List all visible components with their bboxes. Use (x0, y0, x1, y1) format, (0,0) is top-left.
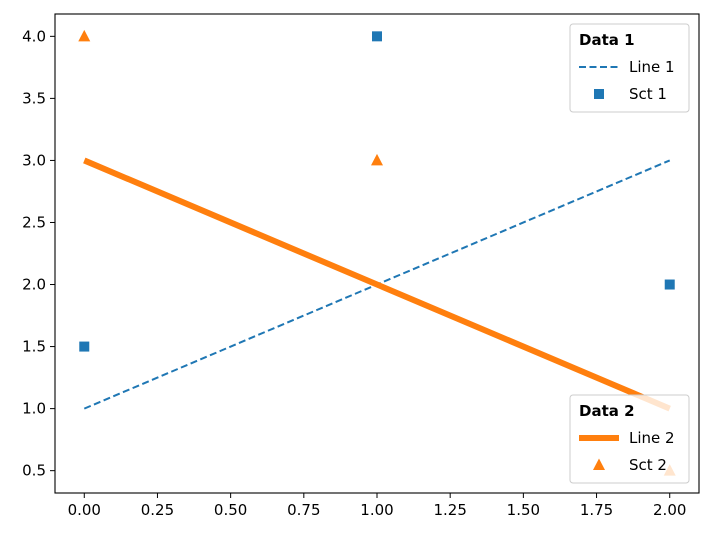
x-tick-label: 1.00 (360, 501, 393, 519)
y-tick-label: 1.0 (22, 400, 46, 418)
y-tick-label: 1.5 (22, 338, 46, 356)
series-line-2 (83, 157, 671, 412)
legend-label: Sct 1 (629, 85, 667, 103)
legend-label: Line 1 (629, 58, 675, 76)
legend-layer: Data 1 Line 1 Sct 1 Data 2 Line 2 Sct 2 (569, 23, 690, 484)
data-point (664, 279, 675, 290)
data-point (371, 153, 383, 166)
y-tick-label: 4.0 (22, 27, 46, 45)
x-tick-label: 1.25 (433, 501, 466, 519)
data-point (372, 31, 382, 42)
x-tick-label: 2.00 (653, 501, 686, 519)
x-tick-label: 0.00 (68, 501, 101, 519)
series-line (83, 157, 671, 412)
legend-marker-swatch (594, 89, 604, 99)
y-tick-label: 3.0 (22, 151, 46, 169)
legend-data-2: Data 2 Line 2 Sct 2 (569, 394, 690, 484)
y-tick-label: 3.5 (22, 89, 46, 107)
x-tick-label: 0.25 (141, 501, 174, 519)
legend-label: Line 2 (629, 429, 675, 447)
y-tick-label: 2.5 (22, 213, 46, 231)
legend-marker-swatch (593, 458, 605, 470)
legend-label: Sct 2 (629, 456, 667, 474)
data-point (79, 341, 90, 352)
data-point (78, 29, 91, 42)
legend-title: Data 1 (579, 31, 635, 49)
series-sct-1 (79, 31, 675, 352)
x-tick-label: 0.75 (287, 501, 320, 519)
y-axis: 0.5 1.0 1.5 2.0 2.5 3.0 3.5 4.0 (22, 27, 55, 480)
x-axis: 0.00 0.25 0.50 0.75 1.00 1.25 1.50 1.75 2.00 (68, 493, 686, 519)
legend-data-1: Data 1 Line 1 Sct 1 (569, 23, 690, 113)
legend-title: Data 2 (579, 402, 635, 420)
x-tick-label: 1.75 (580, 501, 613, 519)
y-tick-label: 2.0 (22, 276, 46, 294)
x-tick-label: 1.50 (507, 501, 540, 519)
y-tick-label: 0.5 (22, 462, 46, 480)
x-tick-label: 0.50 (214, 501, 247, 519)
